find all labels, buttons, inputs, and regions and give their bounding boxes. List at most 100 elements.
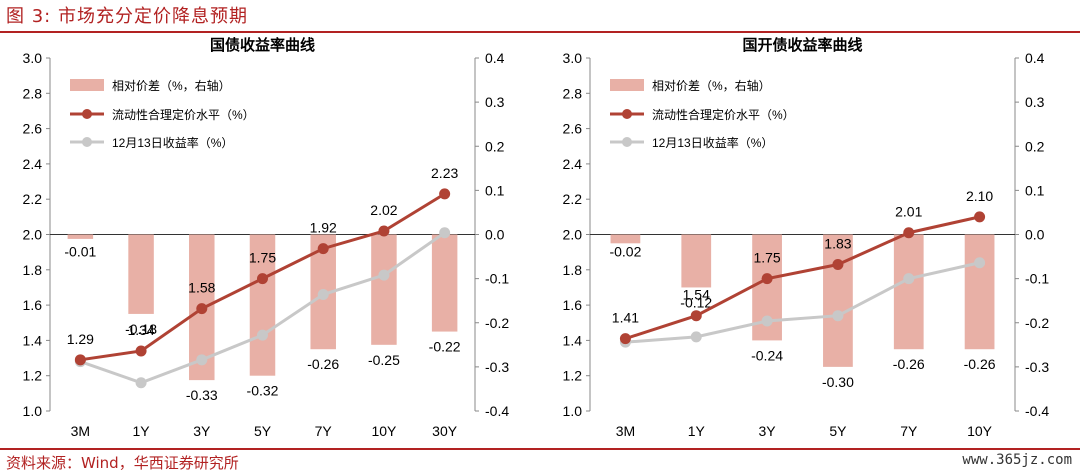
left-tick-label: 3.0 <box>23 50 43 66</box>
spread-bar-label: -0.01 <box>64 244 96 260</box>
actual-yield-point <box>196 354 208 366</box>
fair-value-label: 2.10 <box>966 188 993 204</box>
actual-yield-point <box>903 273 915 285</box>
bottom-rule <box>0 448 1080 450</box>
fair-value-point <box>439 188 451 200</box>
spread-bar <box>893 234 924 350</box>
actual-yield-point <box>690 331 702 343</box>
actual-yield-point <box>832 310 844 322</box>
spread-bar-label: -0.02 <box>609 244 641 260</box>
spread-bar-label: -0.33 <box>186 387 218 403</box>
spread-bar-label: -0.26 <box>964 356 996 372</box>
right-tick-label: -0.2 <box>485 315 509 331</box>
actual-yield-line <box>625 261 980 344</box>
fair-value-point <box>257 273 268 285</box>
left-tick-label: 2.0 <box>23 227 43 243</box>
legend-swatch-marker <box>82 109 92 119</box>
x-tick-label: 10Y <box>371 423 397 439</box>
spread-bar-label: -0.32 <box>247 383 279 399</box>
actual-yield-point <box>257 329 268 341</box>
right-tick-label: 0.0 <box>485 227 505 243</box>
fair-value-label: 2.23 <box>431 165 458 181</box>
x-tick-label: 3Y <box>759 423 777 439</box>
spread-bar <box>431 234 458 332</box>
source-note: 资料来源：Wind，华西证券研究所 <box>6 454 239 472</box>
left-tick-label: 1.2 <box>23 368 43 384</box>
left-tick-label: 2.8 <box>23 85 43 101</box>
fair-value-point <box>690 310 702 322</box>
spread-bar <box>371 234 397 345</box>
left-tick-label: 1.0 <box>563 403 583 419</box>
spread-bar-label: -0.26 <box>307 356 339 372</box>
right-tick-label: -0.4 <box>485 403 509 419</box>
left-tick-label: 2.6 <box>563 121 583 137</box>
fair-value-label: 1.75 <box>753 250 780 266</box>
legend-label: 流动性合理定价水平（%） <box>112 107 255 122</box>
legend-swatch-marker <box>622 137 632 147</box>
left-tick-label: 1.8 <box>563 262 583 278</box>
spread-bar-label: -0.30 <box>822 374 854 390</box>
left-tick-label: 2.2 <box>23 191 43 207</box>
actual-yield-point <box>974 257 986 269</box>
chart-title: 国债收益率曲线 <box>210 36 315 54</box>
fair-value-label: 1.75 <box>249 250 276 266</box>
fair-value-label: 1.58 <box>188 280 215 296</box>
figure-title: 图 3: 市场充分定价降息预期 <box>6 6 248 27</box>
spread-bar-label: -0.22 <box>429 339 461 355</box>
actual-yield-point <box>135 377 147 389</box>
x-tick-label: 5Y <box>829 423 847 439</box>
spread-bar-label: -0.24 <box>751 347 783 363</box>
right-tick-label: 0.3 <box>485 94 505 110</box>
right-tick-label: 0.2 <box>485 138 505 154</box>
cdb-yield-curve-chart: 国开债收益率曲线 1.0 1.2 1.4 1.6 1.8 2.0 2.2 2.4 2.6 2.8 3.… <box>563 36 1050 439</box>
spread-bar <box>128 234 154 314</box>
left-tick-label: 2.8 <box>563 85 583 101</box>
fair-value-point <box>74 354 86 366</box>
left-tick-label: 1.6 <box>563 297 583 313</box>
x-tick-label: 3M <box>71 423 90 439</box>
spread-bar <box>67 234 94 239</box>
legend-label: 相对价差（%，右轴） <box>112 78 231 93</box>
right-tick-label: 0.2 <box>1025 138 1045 154</box>
right-tick-label: 0.4 <box>485 50 505 66</box>
fair-value-line <box>624 215 980 341</box>
fair-value-label: 1.92 <box>310 220 337 236</box>
spread-bar-label: -0.26 <box>893 356 925 372</box>
actual-yield-point <box>378 269 390 281</box>
right-tick-label: -0.1 <box>1025 271 1049 287</box>
treasury-yield-curve-chart: 国债收益率曲线 1.0 1.2 1.4 1.6 1.8 2.0 2.2 2.4 2.6 2.8 3.0… <box>23 36 510 439</box>
left-tick-label: 2.4 <box>23 156 43 172</box>
fair-value-label: 1.83 <box>824 236 851 252</box>
fair-value-label: 2.02 <box>370 202 397 218</box>
right-tick-label: 0.3 <box>1025 94 1045 110</box>
spread-bar <box>823 234 853 367</box>
legend-label: 相对价差（%，右轴） <box>652 78 771 93</box>
x-tick-label: 3Y <box>193 423 211 439</box>
fair-value-label: 1.41 <box>612 310 639 326</box>
spread-bar <box>964 234 995 350</box>
spread-bar-label: -0.12 <box>680 294 712 310</box>
left-tick-label: 2.2 <box>563 191 583 207</box>
fair-value-point <box>196 303 208 315</box>
x-tick-label: 3M <box>616 423 635 439</box>
x-tick-label: 1Y <box>133 423 151 439</box>
spread-bar-label: -0.25 <box>368 352 400 368</box>
left-tick-label: 1.6 <box>23 297 43 313</box>
actual-yield-point <box>439 227 451 239</box>
fair-value-point <box>761 273 773 285</box>
right-tick-label: -0.2 <box>1025 315 1049 331</box>
fair-value-point <box>619 333 631 345</box>
legend-swatch-bar <box>70 79 104 91</box>
fair-value-label: 1.29 <box>67 331 94 347</box>
left-tick-label: 1.0 <box>23 403 43 419</box>
spread-bar <box>610 234 641 244</box>
x-tick-label: 1Y <box>688 423 706 439</box>
fair-value-point <box>832 259 844 271</box>
fair-value-point <box>135 345 147 357</box>
legend-label: 流动性合理定价水平（%） <box>652 107 795 122</box>
left-tick-label: 1.2 <box>563 368 583 384</box>
right-tick-label: -0.3 <box>1025 359 1049 375</box>
x-tick-label: 7Y <box>900 423 918 439</box>
spread-bar <box>681 234 712 288</box>
